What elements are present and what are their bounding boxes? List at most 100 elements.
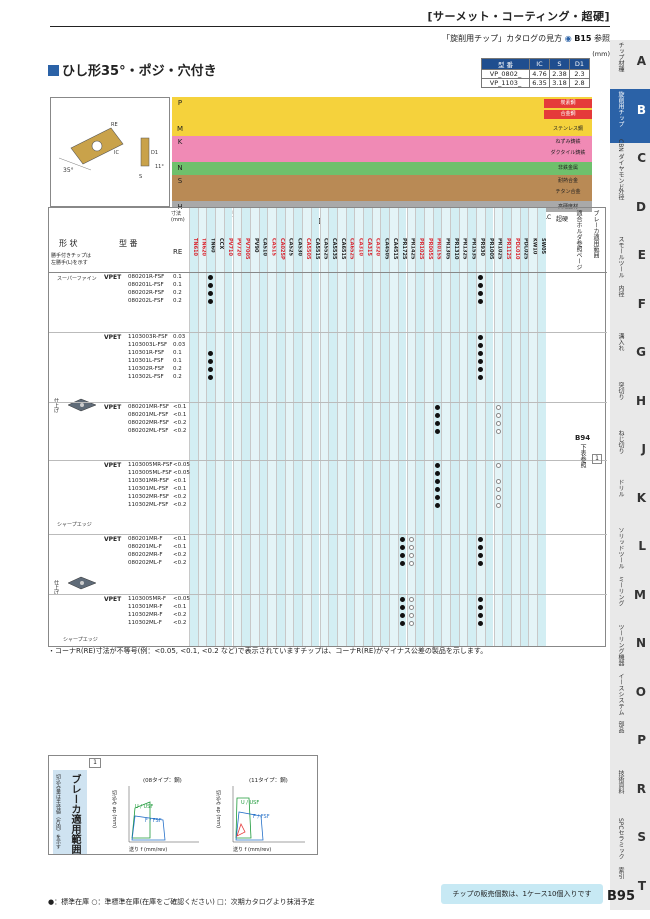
material-letter: K xyxy=(177,138,183,146)
side-tab-c[interactable]: CBN ダイヤモンド C xyxy=(610,137,650,191)
grade-column xyxy=(189,208,198,646)
model-code[interactable]: 1103005MR-FSF xyxy=(128,462,173,468)
re-value: 0.1 xyxy=(173,358,182,364)
page-number: B95 xyxy=(607,889,635,904)
model-prefix: VPET xyxy=(104,596,122,603)
re-value: 0.2 xyxy=(173,298,182,304)
dim-cell: 2.3 xyxy=(569,69,590,79)
model-code[interactable]: 110302MR-F xyxy=(128,612,163,618)
model-code[interactable]: 080202R-FSF xyxy=(128,290,165,296)
model-code[interactable]: 080202MR-FSF xyxy=(128,420,170,426)
holder-ref-link[interactable]: B94 xyxy=(575,434,591,442)
standard-stock-icon xyxy=(208,275,214,280)
standard-stock-icon xyxy=(434,405,440,410)
side-tab-r[interactable]: 技術資料 R xyxy=(610,768,650,822)
model-code[interactable]: 080201MR-FSF xyxy=(128,404,170,410)
grade-label: PR1310 xyxy=(453,238,459,260)
standard-stock-icon xyxy=(399,553,405,558)
side-tab-n[interactable]: ツーリング機器 N xyxy=(610,622,650,676)
semi-standard-stock-icon xyxy=(408,613,414,618)
side-tab-k[interactable]: ドリル K xyxy=(610,477,650,531)
model-code[interactable]: 110302L-FSF xyxy=(128,374,164,380)
model-code[interactable]: 1103003L-FSF xyxy=(128,342,168,348)
re-value: 0.1 xyxy=(173,350,182,356)
side-tab-letter: J xyxy=(641,442,646,456)
re-value: <0.2 xyxy=(173,620,187,626)
catalog-ref-suffix: 参照 xyxy=(594,34,610,43)
side-tab-l[interactable]: ソリッドツール L xyxy=(610,525,650,579)
catalog-guide-text: 「旋削用チップ」カタログの見方 xyxy=(442,34,563,43)
side-tab-label: SPCセラミック xyxy=(617,818,624,860)
semi-standard-stock-icon xyxy=(408,621,414,626)
standard-stock-icon xyxy=(478,375,484,380)
side-tab-h[interactable]: 突切り H xyxy=(610,380,650,434)
dim-header: D1 xyxy=(569,58,590,70)
side-tab-s[interactable]: SPCセラミック S xyxy=(610,816,650,870)
side-tab-p[interactable]: 部品 P xyxy=(610,719,650,773)
material-letter: S xyxy=(177,177,183,185)
model-code[interactable]: 1103005ML-FSF xyxy=(128,470,172,476)
model-code[interactable]: 110301ML-FSF xyxy=(128,486,169,492)
model-code[interactable]: 110301MR-FSF xyxy=(128,478,170,484)
standard-stock-icon xyxy=(478,561,484,566)
dimension-header: 寸法 (mm) xyxy=(171,211,185,223)
grade-column xyxy=(206,208,216,646)
side-tab-a[interactable]: チップ材種 A xyxy=(610,40,650,94)
model-code[interactable]: 080201ML-FSF xyxy=(128,412,169,418)
insert-diagram-icon: 35° RE IC D1 S 11° xyxy=(58,122,164,180)
handedness-note: 勝手付きチップは xyxy=(51,253,92,259)
grade-column xyxy=(310,208,320,646)
side-tab-letter: F xyxy=(637,296,646,311)
grade-label: PV7005 xyxy=(244,238,251,260)
dim-header: IC xyxy=(529,58,550,70)
dim-header: 型 番 xyxy=(481,58,530,70)
model-code[interactable]: 080202L-FSF xyxy=(128,298,164,304)
side-tab-t[interactable]: 索引 T xyxy=(610,865,650,919)
model-code[interactable]: 1103003R-FSF xyxy=(128,334,168,340)
standard-stock-icon xyxy=(208,283,214,288)
model-code[interactable]: 110301MR-F xyxy=(128,604,163,610)
standard-stock-icon xyxy=(478,335,484,340)
dimension-table: 型 番 IC S D1 VP_0802_ 4.76 2.38 2.3 VP_1103_ 6.3… xyxy=(481,58,590,88)
breaker-title: ブレーカ適用範囲 切込み量は半径値（片肉）を示す xyxy=(53,770,87,854)
side-tab-f[interactable]: 内径 F xyxy=(610,283,650,337)
side-tab-label: スモールツール xyxy=(617,236,624,278)
side-tab-d[interactable]: 外径 D xyxy=(610,186,650,240)
side-tab-j[interactable]: ねじ切り J xyxy=(610,428,650,482)
chart-title: (11タイプ：鋼) xyxy=(249,778,288,784)
catalog-guide: 「旋削用チップ」カタログの見方 ◉ B15 参照 xyxy=(442,33,610,44)
model-code[interactable]: 110302ML-F xyxy=(128,620,162,626)
standard-stock-icon xyxy=(434,471,440,476)
standard-stock-icon xyxy=(478,359,484,364)
side-tab-letter: B xyxy=(636,102,646,117)
side-tab-b[interactable]: 旋削用チップ B xyxy=(610,88,650,143)
model-code[interactable]: 110302MR-FSF xyxy=(128,494,170,500)
catalog-ref[interactable]: B15 xyxy=(574,34,592,43)
model-code[interactable]: 110302R-FSF xyxy=(128,366,165,372)
standard-stock-icon xyxy=(478,275,484,280)
side-tab-letter: D xyxy=(636,199,646,214)
model-code[interactable]: 080201ML-F xyxy=(128,544,162,550)
model-code[interactable]: 080201MR-F xyxy=(128,536,163,542)
grade-label: CA5505 xyxy=(305,238,312,260)
model-code[interactable]: 080201L-FSF xyxy=(128,282,164,288)
model-code[interactable]: 080202MR-F xyxy=(128,552,163,558)
grade-label: CA025P xyxy=(279,238,285,260)
ref-arrow-icon: ◉ xyxy=(564,34,572,43)
model-code[interactable]: 080201R-FSF xyxy=(128,274,165,280)
side-tab-o[interactable]: イースシステム O xyxy=(610,671,650,725)
model-code[interactable]: 110301R-FSF xyxy=(128,350,165,356)
label-f: F / FSF xyxy=(253,814,270,820)
side-tab-m[interactable]: ミーリング M xyxy=(610,574,650,628)
model-code[interactable]: 080202ML-FSF xyxy=(128,428,169,434)
material-label: ダクタイル鋳鉄 xyxy=(544,149,592,158)
label-u: U / USF xyxy=(241,800,260,806)
side-tab-g[interactable]: 溝入れ G xyxy=(610,331,650,385)
model-code[interactable]: 1103005MR-F xyxy=(128,596,166,602)
model-code[interactable]: 110302ML-FSF xyxy=(128,502,169,508)
dim-header: S xyxy=(549,58,570,70)
model-code[interactable]: 110301L-FSF xyxy=(128,358,164,364)
model-code[interactable]: 080202ML-F xyxy=(128,560,162,566)
side-tab-e[interactable]: スモールツール E xyxy=(610,234,650,288)
